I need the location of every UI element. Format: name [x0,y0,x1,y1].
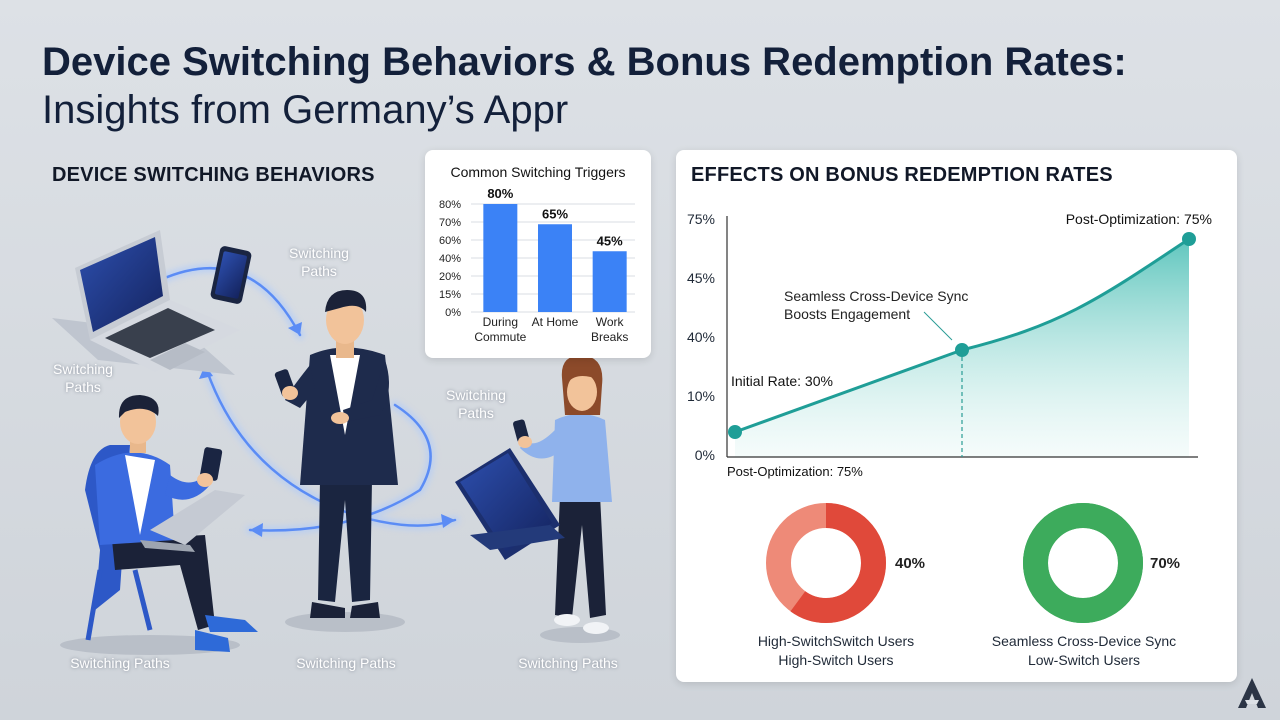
device-switching-heading: DEVICE SWITCHING BEHAVIORS [52,164,375,186]
annotation-pointer [923,311,953,341]
title-line-2: Insights from Germany’s Appr [42,88,569,132]
x-tick-label: At Home [532,315,579,329]
y-tick-label: 45% [687,270,715,286]
mid-annotation: Seamless Cross-Device Sync [784,288,968,304]
switching-paths-label: Switching Paths [70,655,170,671]
high-switch-caption: High-SwitchSwitch Users High-Switch User… [716,632,956,670]
series-line [734,237,1190,434]
high-switch-caption-line-2: High-Switch Users [778,652,894,668]
switching-triggers-card: 80% 70% 60% 40% 20% 15% 0% 80% During Commute 65% A… [425,150,651,358]
y-tick-label: 80% [439,199,461,211]
bar-value-label: 80% [487,186,513,201]
bar-value-label: 65% [542,206,568,221]
high-switch-caption-line-1: High-SwitchSwitch Users [757,633,915,649]
data-point [955,343,969,357]
bar [483,204,518,312]
donut-slice [766,503,886,623]
bar-value-label: 45% [597,233,623,248]
device-switching-illustration: Switching Paths Switching Paths Switchin… [0,190,680,690]
y-tick-label: 75% [687,211,715,227]
start-annotation: Initial Rate: 30% [731,373,833,389]
low-switch-caption-line-1: Seamless Cross-Device Sync [991,633,1177,649]
data-point [1182,232,1196,246]
low-switch-caption-line-2: Low-Switch Users [1027,652,1141,668]
y-tick-label: 70% [439,217,461,229]
tablet-icon [455,448,565,560]
switching-paths-label: Switching Paths [53,361,113,395]
switching-paths-label: Switching Paths [289,245,349,279]
page-title: Device Switching Behaviors & Bonus Redem… [42,38,1242,134]
line-area-fill [735,239,1189,457]
below-axis-annotation: Post-Optimization: 75% [727,464,863,479]
donut-value-label: 40% [895,555,925,572]
end-annotation: Post-Optimization: 75% [1066,211,1212,227]
y-tick-label: 15% [439,289,461,301]
y-tick-label: 0% [445,307,461,319]
standing-man-figure [274,290,405,632]
y-tick-label: 10% [687,388,715,404]
redemption-charts: 75% 45% 40% 10% 0% Initial Rate: 30% Post-Opti… [687,211,1212,623]
switching-paths-label: Switching Paths [296,655,396,671]
y-tick-label: 40% [439,253,461,265]
x-tick-label: Work [596,315,625,329]
title-line-1: Device Switching Behaviors & Bonus Redem… [42,40,1127,84]
y-tick-label: 20% [439,271,461,283]
redemption-effects-heading: EFFECTS ON BONUS REDEMPTION RATES [691,164,1113,186]
bar [538,224,572,312]
donut-slice [1023,503,1143,623]
mid-annotation: Boosts Engagement [784,306,910,322]
x-tick-label: Commute [474,330,526,344]
woman-figure [513,355,620,643]
sitting-man-figure [60,395,258,655]
data-point [728,425,742,439]
y-tick-label: 0% [695,447,715,463]
laptop-icon [52,230,240,375]
x-tick-label: Breaks [591,330,628,344]
x-tick-label: During [483,315,518,329]
switching-paths-label: Switching Paths [446,387,506,421]
bar [592,251,627,312]
y-tick-label: 40% [687,329,715,345]
switching-triggers-title: Common Switching Triggers [450,164,626,180]
y-tick-label: 60% [439,235,461,247]
phone-icon [210,246,252,304]
illustration-svg [52,230,620,655]
switching-paths-label: Switching Paths [518,655,618,671]
low-switch-caption: Seamless Cross-Device Sync Low-Switch Us… [964,632,1204,670]
brand-logo-icon [1238,678,1266,708]
redemption-effects-card: EFFECTS ON BONUS REDEMPTION RATES 75% 45%… [676,150,1237,682]
donut-value-label: 70% [1150,555,1180,572]
